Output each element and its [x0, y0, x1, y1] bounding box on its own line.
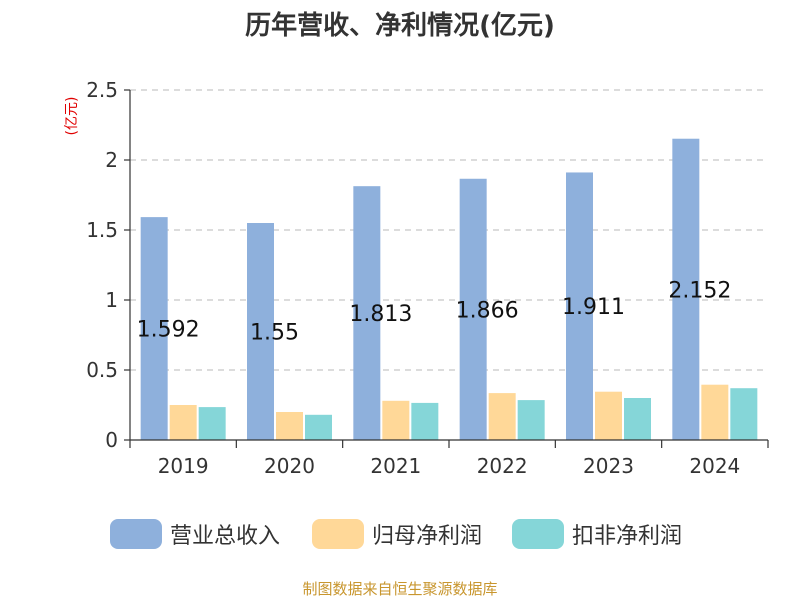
bar: [672, 138, 700, 440]
grid-layer: [130, 89, 768, 371]
x-tick-label: 2022: [477, 454, 528, 478]
y-axis-unit-label: (亿元): [64, 97, 80, 136]
bar-layer: [140, 138, 758, 440]
bar: [169, 405, 197, 440]
bar: [730, 388, 758, 440]
bar: [353, 186, 381, 440]
legend-swatch-parent-net-profit: [312, 519, 364, 549]
legend-item-deducted-net-profit[interactable]: 扣非净利润: [512, 518, 682, 550]
bar: [459, 178, 487, 440]
bar: [276, 412, 303, 440]
legend-label-revenue: 营业总收入: [170, 524, 281, 549]
bar: [305, 414, 332, 440]
bar: [624, 398, 651, 440]
bar: [488, 393, 516, 440]
bar: [382, 400, 410, 440]
y-tick-label: 1.5: [86, 218, 118, 242]
bar: [198, 407, 226, 440]
bar: [517, 400, 545, 440]
bar: [247, 223, 274, 440]
label-layer: 1.592 1.55 1.813 1.866 1.911 2.152: [137, 278, 732, 345]
legend-label-deducted-net-profit: 扣非净利润: [572, 524, 683, 549]
axis-layer: 0 0.5 1 1.5 2 2.5 2019 2020 2021 2022 2023 2024: [86, 78, 769, 478]
y-tick-label: 2: [105, 148, 118, 172]
bar: [595, 391, 622, 440]
legend-item-revenue[interactable]: 营业总收入: [110, 518, 280, 550]
x-tick-label: 2023: [583, 454, 634, 478]
legend-item-parent-net-profit[interactable]: 归母净利润: [312, 518, 482, 550]
x-tick-label: 2019: [158, 454, 209, 478]
data-label: 1.911: [562, 295, 625, 320]
bar: [411, 402, 439, 440]
y-tick-label: 1: [105, 288, 118, 312]
source-footer: 制图数据来自恒生聚源数据库: [302, 580, 498, 598]
y-tick-label: 2.5: [86, 78, 118, 102]
legend-label-parent-net-profit: 归母净利润: [372, 524, 483, 549]
legend-swatch-deducted-net-profit: [512, 519, 564, 549]
x-tick-label: 2024: [689, 454, 740, 478]
data-label: 1.866: [456, 298, 519, 323]
bar: [701, 384, 729, 440]
data-label: 2.152: [668, 278, 731, 303]
data-label: 1.55: [250, 321, 299, 346]
legend-swatch-revenue: [110, 519, 162, 549]
bar: [566, 172, 593, 440]
legend: 营业总收入 归母净利润 扣非净利润: [0, 518, 800, 550]
y-tick-label: 0: [105, 428, 118, 452]
x-tick-label: 2020: [264, 454, 315, 478]
chart-title: 历年营收、净利情况(亿元): [245, 10, 555, 41]
x-tick-label: 2021: [370, 454, 421, 478]
y-tick-label: 0.5: [86, 358, 118, 382]
bar: [140, 217, 168, 440]
data-label: 1.813: [349, 302, 412, 327]
data-label: 1.592: [137, 318, 200, 343]
